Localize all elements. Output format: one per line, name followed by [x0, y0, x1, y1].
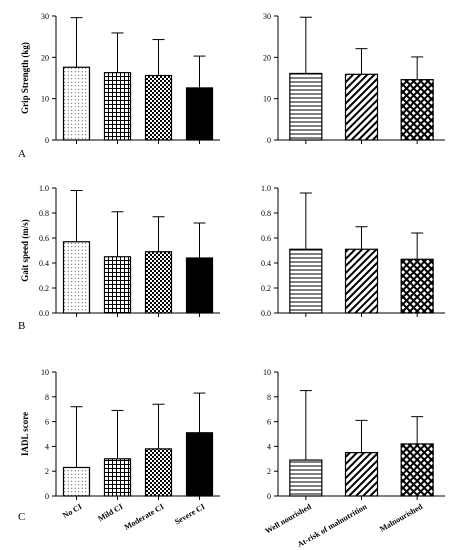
x-tick-label: Severe CI — [173, 502, 206, 526]
bar — [344, 73, 379, 141]
panel-labels: A B C — [18, 148, 26, 523]
bar — [144, 74, 173, 141]
chart-gait-nut: 0.0 0.2 0.4 0.6 0.8 1.0 — [261, 184, 445, 318]
y-tick-label: 0.4 — [39, 259, 49, 268]
y-axis-label: Gait speed (m/s) — [20, 219, 30, 282]
x-tick-label: Moderate CI — [123, 502, 166, 532]
bar — [144, 448, 173, 497]
x-tick-label: Malnourished — [378, 502, 425, 534]
bar — [103, 72, 132, 141]
bar — [103, 458, 132, 497]
y-tick-label: 0.0 — [261, 309, 271, 318]
bar — [289, 72, 323, 141]
y-tick-label: 1.0 — [39, 184, 49, 193]
y-tick-label: 20 — [41, 53, 49, 62]
x-tick-label: Well nourished — [263, 502, 313, 536]
y-tick-label: 6 — [45, 418, 49, 427]
y-tick-label: 0.8 — [261, 209, 271, 218]
y-tick-label: 0 — [45, 492, 49, 501]
bar — [144, 251, 173, 314]
y-tick-label: 2 — [45, 467, 49, 476]
bar — [185, 432, 214, 497]
bar — [344, 248, 379, 314]
bar — [103, 256, 132, 314]
x-tick-label: Mild CI — [96, 502, 124, 523]
chart-grip-ci: 0 10 20 30 Grip Strength (kg) — [20, 12, 220, 145]
y-tick-label: 10 — [41, 95, 49, 104]
y-tick-label: 30 — [41, 12, 49, 21]
y-tick-label: 10 — [41, 368, 49, 377]
y-tick-label: 0.2 — [39, 284, 49, 293]
bar — [289, 459, 323, 497]
bar — [400, 443, 434, 497]
y-axis-label: Grip Strength (kg) — [20, 42, 30, 114]
y-tick-label: 8 — [267, 393, 271, 402]
bar — [185, 87, 214, 141]
y-tick-label: 30 — [263, 12, 271, 21]
panel-label-b: B — [18, 320, 25, 332]
chart-gait-ci: 0.0 0.2 0.4 0.6 0.8 1.0 Gait speed (m/s) — [20, 184, 220, 318]
y-tick-label: 8 — [45, 393, 49, 402]
y-tick-label: 0 — [267, 136, 271, 145]
bar — [62, 66, 91, 141]
bar — [400, 258, 434, 314]
y-tick-label: 0.4 — [261, 259, 271, 268]
y-tick-label: 10 — [263, 368, 271, 377]
bar — [400, 79, 434, 141]
y-tick-label: 1.0 — [261, 184, 271, 193]
y-tick-label: 0.8 — [39, 209, 49, 218]
y-tick-label: 0 — [267, 492, 271, 501]
bar — [185, 257, 214, 314]
chart-grip-nut: 0 10 20 30 — [263, 12, 445, 145]
bar — [62, 466, 91, 497]
y-tick-label: 0.6 — [39, 234, 49, 243]
y-tick-label: 2 — [267, 467, 271, 476]
y-tick-label: 20 — [263, 53, 271, 62]
bar — [62, 241, 91, 314]
y-tick-label: 0.0 — [39, 309, 49, 318]
panel-label-c: C — [18, 511, 25, 523]
y-tick-label: 4 — [267, 442, 271, 451]
x-tick-label: No CI — [61, 502, 83, 520]
y-tick-label: 0 — [45, 136, 49, 145]
y-tick-label: 6 — [267, 418, 271, 427]
panel-label-a: A — [18, 148, 26, 160]
bar — [344, 452, 379, 497]
y-tick-label: 10 — [263, 95, 271, 104]
y-tick-label: 0.6 — [261, 234, 271, 243]
y-tick-label: 0.2 — [261, 284, 271, 293]
y-axis-label: IADL score — [20, 412, 30, 456]
y-tick-label: 4 — [45, 442, 49, 451]
bar — [289, 248, 323, 314]
